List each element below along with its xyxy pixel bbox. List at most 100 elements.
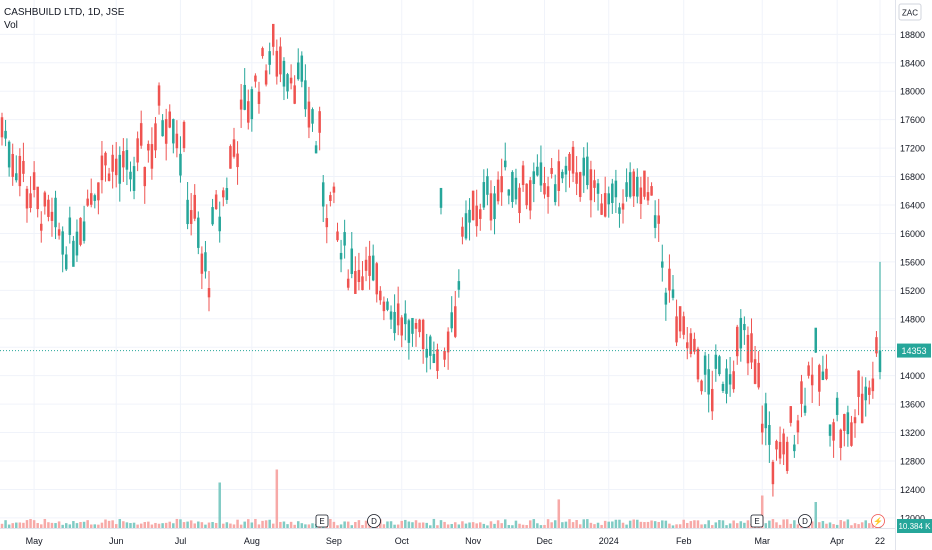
y-tick-label: 14800 (900, 314, 925, 324)
candle-body (421, 319, 425, 350)
candle-body (486, 176, 489, 195)
candle (457, 269, 461, 298)
volume-bar (464, 523, 468, 528)
candle-body (396, 303, 400, 326)
volume-bar (32, 520, 36, 528)
candle-body (446, 331, 450, 353)
candle-body (625, 182, 628, 197)
candle-body (871, 378, 875, 392)
candle-body (479, 209, 482, 219)
volume-bar (735, 523, 739, 528)
volume-bar (564, 521, 568, 528)
candle (814, 327, 818, 354)
volume-bar (147, 521, 150, 528)
candle-body (746, 334, 750, 364)
candle-body (436, 349, 439, 371)
candle (628, 162, 632, 199)
candle (446, 327, 450, 370)
volume-bar (853, 523, 857, 528)
event-marker[interactable]: ⚡ (871, 514, 885, 528)
volume-bar (543, 524, 546, 528)
candle-body (143, 166, 147, 187)
time-axis[interactable]: May Jun Jul Aug Sep Oct Nov Dec 2024 Feb Mar Apr 22 (26, 536, 885, 546)
candle (354, 256, 357, 294)
volume-bar (639, 521, 643, 528)
volume-bar (329, 518, 332, 528)
symbol-title: CASHBUILD LTD, 1D, JSE (4, 7, 125, 18)
candle-body (82, 221, 86, 241)
candle-body (739, 317, 743, 349)
event-marker[interactable]: E (315, 514, 329, 528)
candle-body (775, 440, 778, 450)
candle-body (807, 365, 810, 376)
event-marker-label: D (802, 517, 808, 526)
candle-body (207, 288, 211, 298)
volume-bar (350, 525, 354, 528)
price-axis[interactable]: 1200012400128001320013600140001440014800… (900, 30, 925, 524)
candle-body (543, 183, 546, 195)
candle-body (846, 412, 850, 435)
event-marker[interactable]: D (798, 514, 812, 528)
candle-body (471, 190, 475, 221)
candle-body (161, 120, 164, 137)
volume-bar (671, 525, 675, 528)
candle-body (4, 130, 7, 139)
volume-bar (200, 522, 204, 528)
candle-body (93, 195, 97, 201)
candle (25, 185, 29, 223)
candle (785, 436, 789, 474)
volume-bar (553, 520, 557, 528)
candle (332, 182, 336, 204)
candle (104, 151, 107, 182)
candle-body (735, 326, 739, 357)
y-tick-label: 16800 (900, 172, 925, 182)
candle-body (582, 157, 586, 176)
volume-bar (247, 519, 250, 528)
candle (214, 190, 218, 210)
candle-body (179, 153, 182, 176)
candle-body (18, 155, 22, 187)
volume-bar (446, 524, 450, 528)
candle (361, 261, 364, 291)
candle-body (47, 199, 50, 217)
volume-bar (739, 521, 743, 528)
candle-body (828, 424, 832, 436)
volume-bar (161, 523, 164, 528)
candle-body (218, 216, 221, 232)
candle-body (286, 74, 289, 92)
volume-bar (664, 520, 668, 528)
candle-series (0, 23, 882, 497)
candle (379, 286, 382, 305)
candle-body (300, 55, 304, 82)
candle-body (382, 301, 386, 312)
volume-bar (139, 523, 143, 528)
currency-button[interactable]: ZAC (898, 3, 922, 21)
volume-bar (129, 523, 132, 528)
event-marker[interactable]: E (750, 514, 764, 528)
candle-body (250, 89, 254, 120)
event-marker-circle (871, 514, 885, 528)
candle (707, 353, 710, 413)
candle-body (61, 231, 64, 255)
event-marker[interactable]: D (367, 514, 381, 528)
candle-body (785, 441, 789, 471)
candle (368, 240, 371, 290)
candle (32, 161, 36, 198)
candle-body (503, 160, 507, 168)
candle-body (518, 187, 521, 214)
volume-bar (25, 520, 29, 528)
candle (239, 84, 243, 128)
candle (200, 246, 204, 290)
candle (175, 120, 179, 158)
volume-bar (575, 520, 578, 528)
volume-bar (254, 518, 257, 528)
volume-bar (54, 523, 57, 528)
volume-bar (643, 522, 646, 528)
candle (336, 222, 339, 242)
candle (257, 81, 261, 114)
candle (261, 46, 264, 59)
candle-body (678, 306, 682, 332)
volume-bar (586, 519, 589, 528)
